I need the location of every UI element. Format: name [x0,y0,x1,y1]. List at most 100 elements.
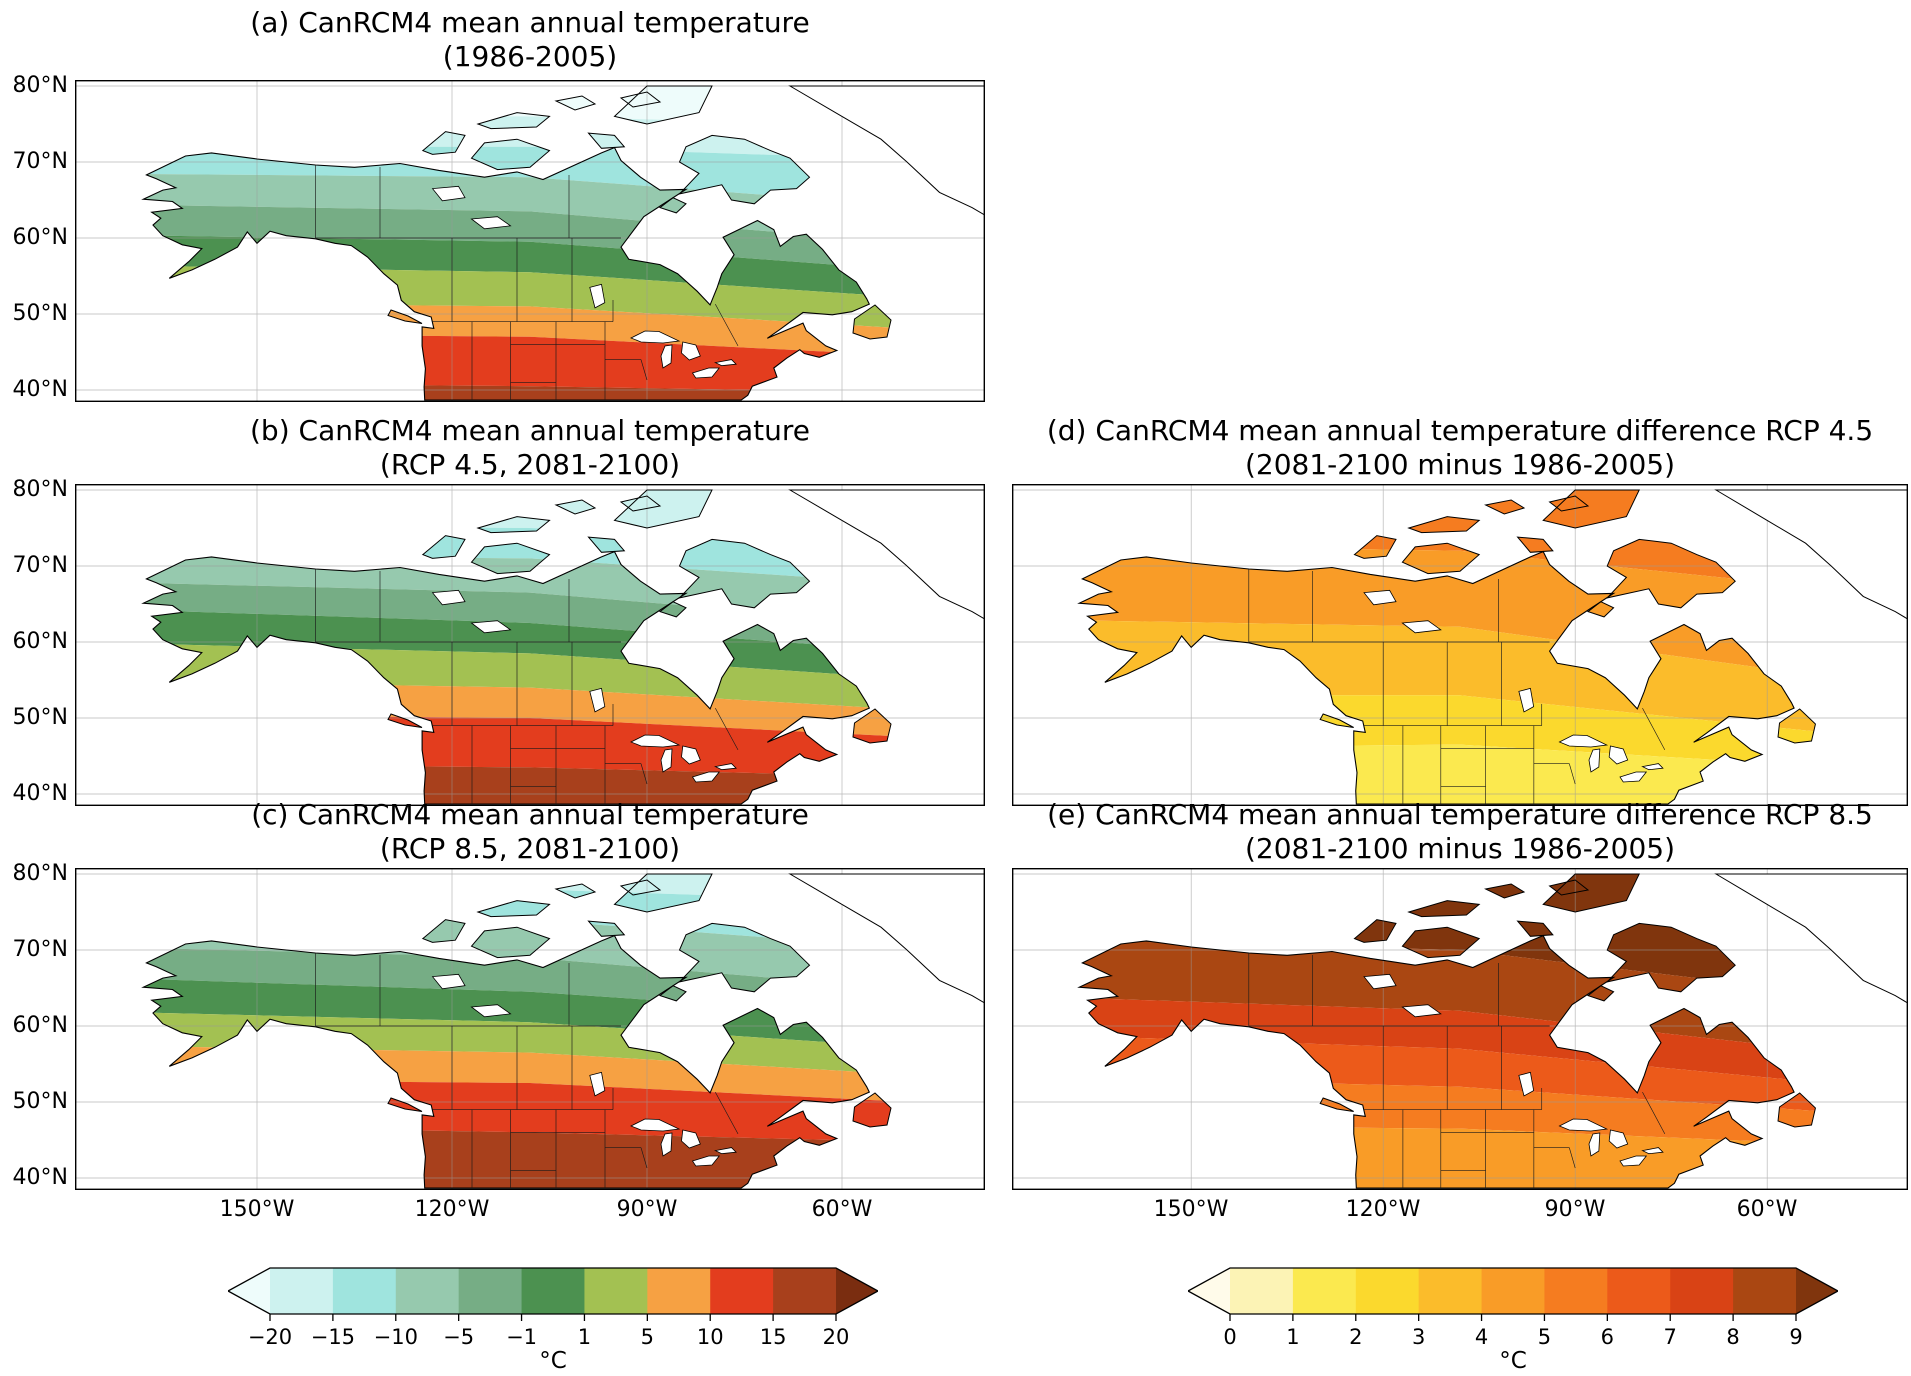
coastline [141,146,871,401]
temperature-band [143,976,891,1053]
lat-tick-label: 60°N [12,629,68,654]
colorbar-tick-label: −1 [506,1325,537,1349]
colorbar-tick-label: 20 [823,1325,850,1349]
colorbar-segment [1418,1268,1483,1314]
colorbar-tick-label: 1 [578,1325,591,1349]
axes-frame [1012,484,1908,806]
lat-tick-label: 50°N [12,301,68,326]
lat-tick-label: 50°N [12,705,68,730]
colorbar-tick-label: −5 [443,1325,474,1349]
map-panel-b [75,484,985,806]
lat-tick-label: 70°N [12,937,68,962]
axes-frame [75,484,985,806]
colorbar-segment [270,1268,334,1314]
colorbar-under-arrow [228,1268,270,1314]
panel-a-title-line1: (a) CanRCM4 mean annual temperature [250,6,810,39]
graticule [75,80,985,402]
lat-tick-label: 70°N [12,149,68,174]
colorbar-segment [1292,1268,1357,1314]
colorbar-unit-label: °C [1499,1348,1527,1372]
lon-tick-label: 120°W [1345,1197,1421,1222]
temperature-colorbar: −20 −15 −10 −5 −1 1 5 10 15 20°C [228,1267,878,1372]
colorbar-under-arrow [1188,1268,1230,1314]
island-coastlines [387,489,892,744]
colorbar-segment [1230,1268,1294,1314]
colorbar-segment [647,1268,711,1314]
coastline [1077,550,1795,805]
greenland-landmass [788,873,985,1004]
map-panel-e [1012,868,1908,1190]
island-coastlines [1319,489,1816,744]
lakes [431,973,737,1167]
colorbar-tick-label: −10 [374,1325,418,1349]
map-panel-d [1012,484,1908,806]
colorbar-tick-label: 5 [1538,1325,1551,1349]
island-coastlines [387,873,892,1128]
island-coastlines [1319,873,1816,1128]
temperature-band [143,203,891,276]
panel-e-title: (e) CanRCM4 mean annual temperature diff… [1012,798,1908,866]
colorbar-segment [584,1268,648,1314]
colorbar-segment [1544,1268,1608,1314]
lat-tick-label: 80°N [12,861,68,886]
lakes [431,589,737,783]
colorbar-tick-label: 4 [1475,1325,1488,1349]
coastline [141,934,871,1189]
colorbar-tick-label: 9 [1789,1325,1802,1349]
colorbar-unit-label: °C [539,1348,567,1372]
lakes [1363,589,1664,783]
coastline [1077,934,1795,1189]
temperature-band [1079,938,1816,1061]
panel-d-title: (d) CanRCM4 mean annual temperature diff… [1012,414,1908,482]
lat-tick-label: 50°N [12,1089,68,1114]
greenland-landmass [1714,489,1908,620]
colorbar-tick-label: −20 [248,1325,292,1349]
colorbar-over-arrow [1796,1268,1838,1314]
panel-e-title-line1: (e) CanRCM4 mean annual temperature diff… [1047,798,1873,831]
panel-c-title-line2: (RCP 8.5, 2081-2100) [379,832,681,865]
lat-tick-label: 40°N [12,1165,68,1190]
panel-b-title-line2: (RCP 4.5, 2081-2100) [379,448,681,481]
lon-tick-label: 150°W [1153,1197,1229,1222]
map-panel-a [75,80,985,402]
panel-b-title: (b) CanRCM4 mean annual temperature (RCP… [75,414,985,482]
axes-frame [75,868,985,1190]
colorbar-segment [1481,1268,1546,1314]
island-coastlines [387,85,892,340]
map-panel-c [75,868,985,1190]
colorbar-tick-label: 10 [697,1325,724,1349]
colorbar-over-arrow [836,1268,878,1314]
lat-tick-label: 60°N [12,225,68,250]
lat-tick-label: 70°N [12,553,68,578]
panel-c-title-line1: (c) CanRCM4 mean annual temperature [251,798,809,831]
colorbar-segment [521,1268,586,1314]
lon-tick-label: 60°W [811,1197,873,1222]
lat-tick-label: 40°N [12,781,68,806]
political-borders [1248,953,1666,1188]
colorbar-tick-label: 1 [1286,1325,1299,1349]
colorbar-segment [395,1268,460,1314]
colorbar-tick-label: 5 [641,1325,654,1349]
colorbar-segment [710,1268,774,1314]
lakes [1363,973,1664,1167]
lon-tick-label: 60°W [1736,1197,1798,1222]
coastline [141,550,871,805]
panel-d-title-line2: (2081-2100 minus 1986-2005) [1244,448,1676,481]
colorbar-segment [773,1268,837,1314]
colorbar-tick-label: 0 [1223,1325,1236,1349]
political-borders [315,165,739,400]
greenland-landmass [1714,873,1908,1004]
panel-c-title: (c) CanRCM4 mean annual temperature (RCP… [75,798,985,866]
panel-a-title: (a) CanRCM4 mean annual temperature (198… [75,6,985,74]
temperature-band [1079,995,1816,1091]
political-borders [315,569,739,804]
political-borders [1248,569,1666,804]
lon-tick-label: 90°W [1544,1197,1606,1222]
axes-frame [75,80,985,402]
colorbar-tick-label: 3 [1412,1325,1425,1349]
colorbar-tick-label: 7 [1664,1325,1677,1349]
panel-e-title-line2: (2081-2100 minus 1986-2005) [1244,832,1676,865]
panel-d-title-line1: (d) CanRCM4 mean annual temperature diff… [1046,414,1874,447]
colorbar-segment [332,1268,397,1314]
colorbar-segment [1607,1268,1671,1314]
